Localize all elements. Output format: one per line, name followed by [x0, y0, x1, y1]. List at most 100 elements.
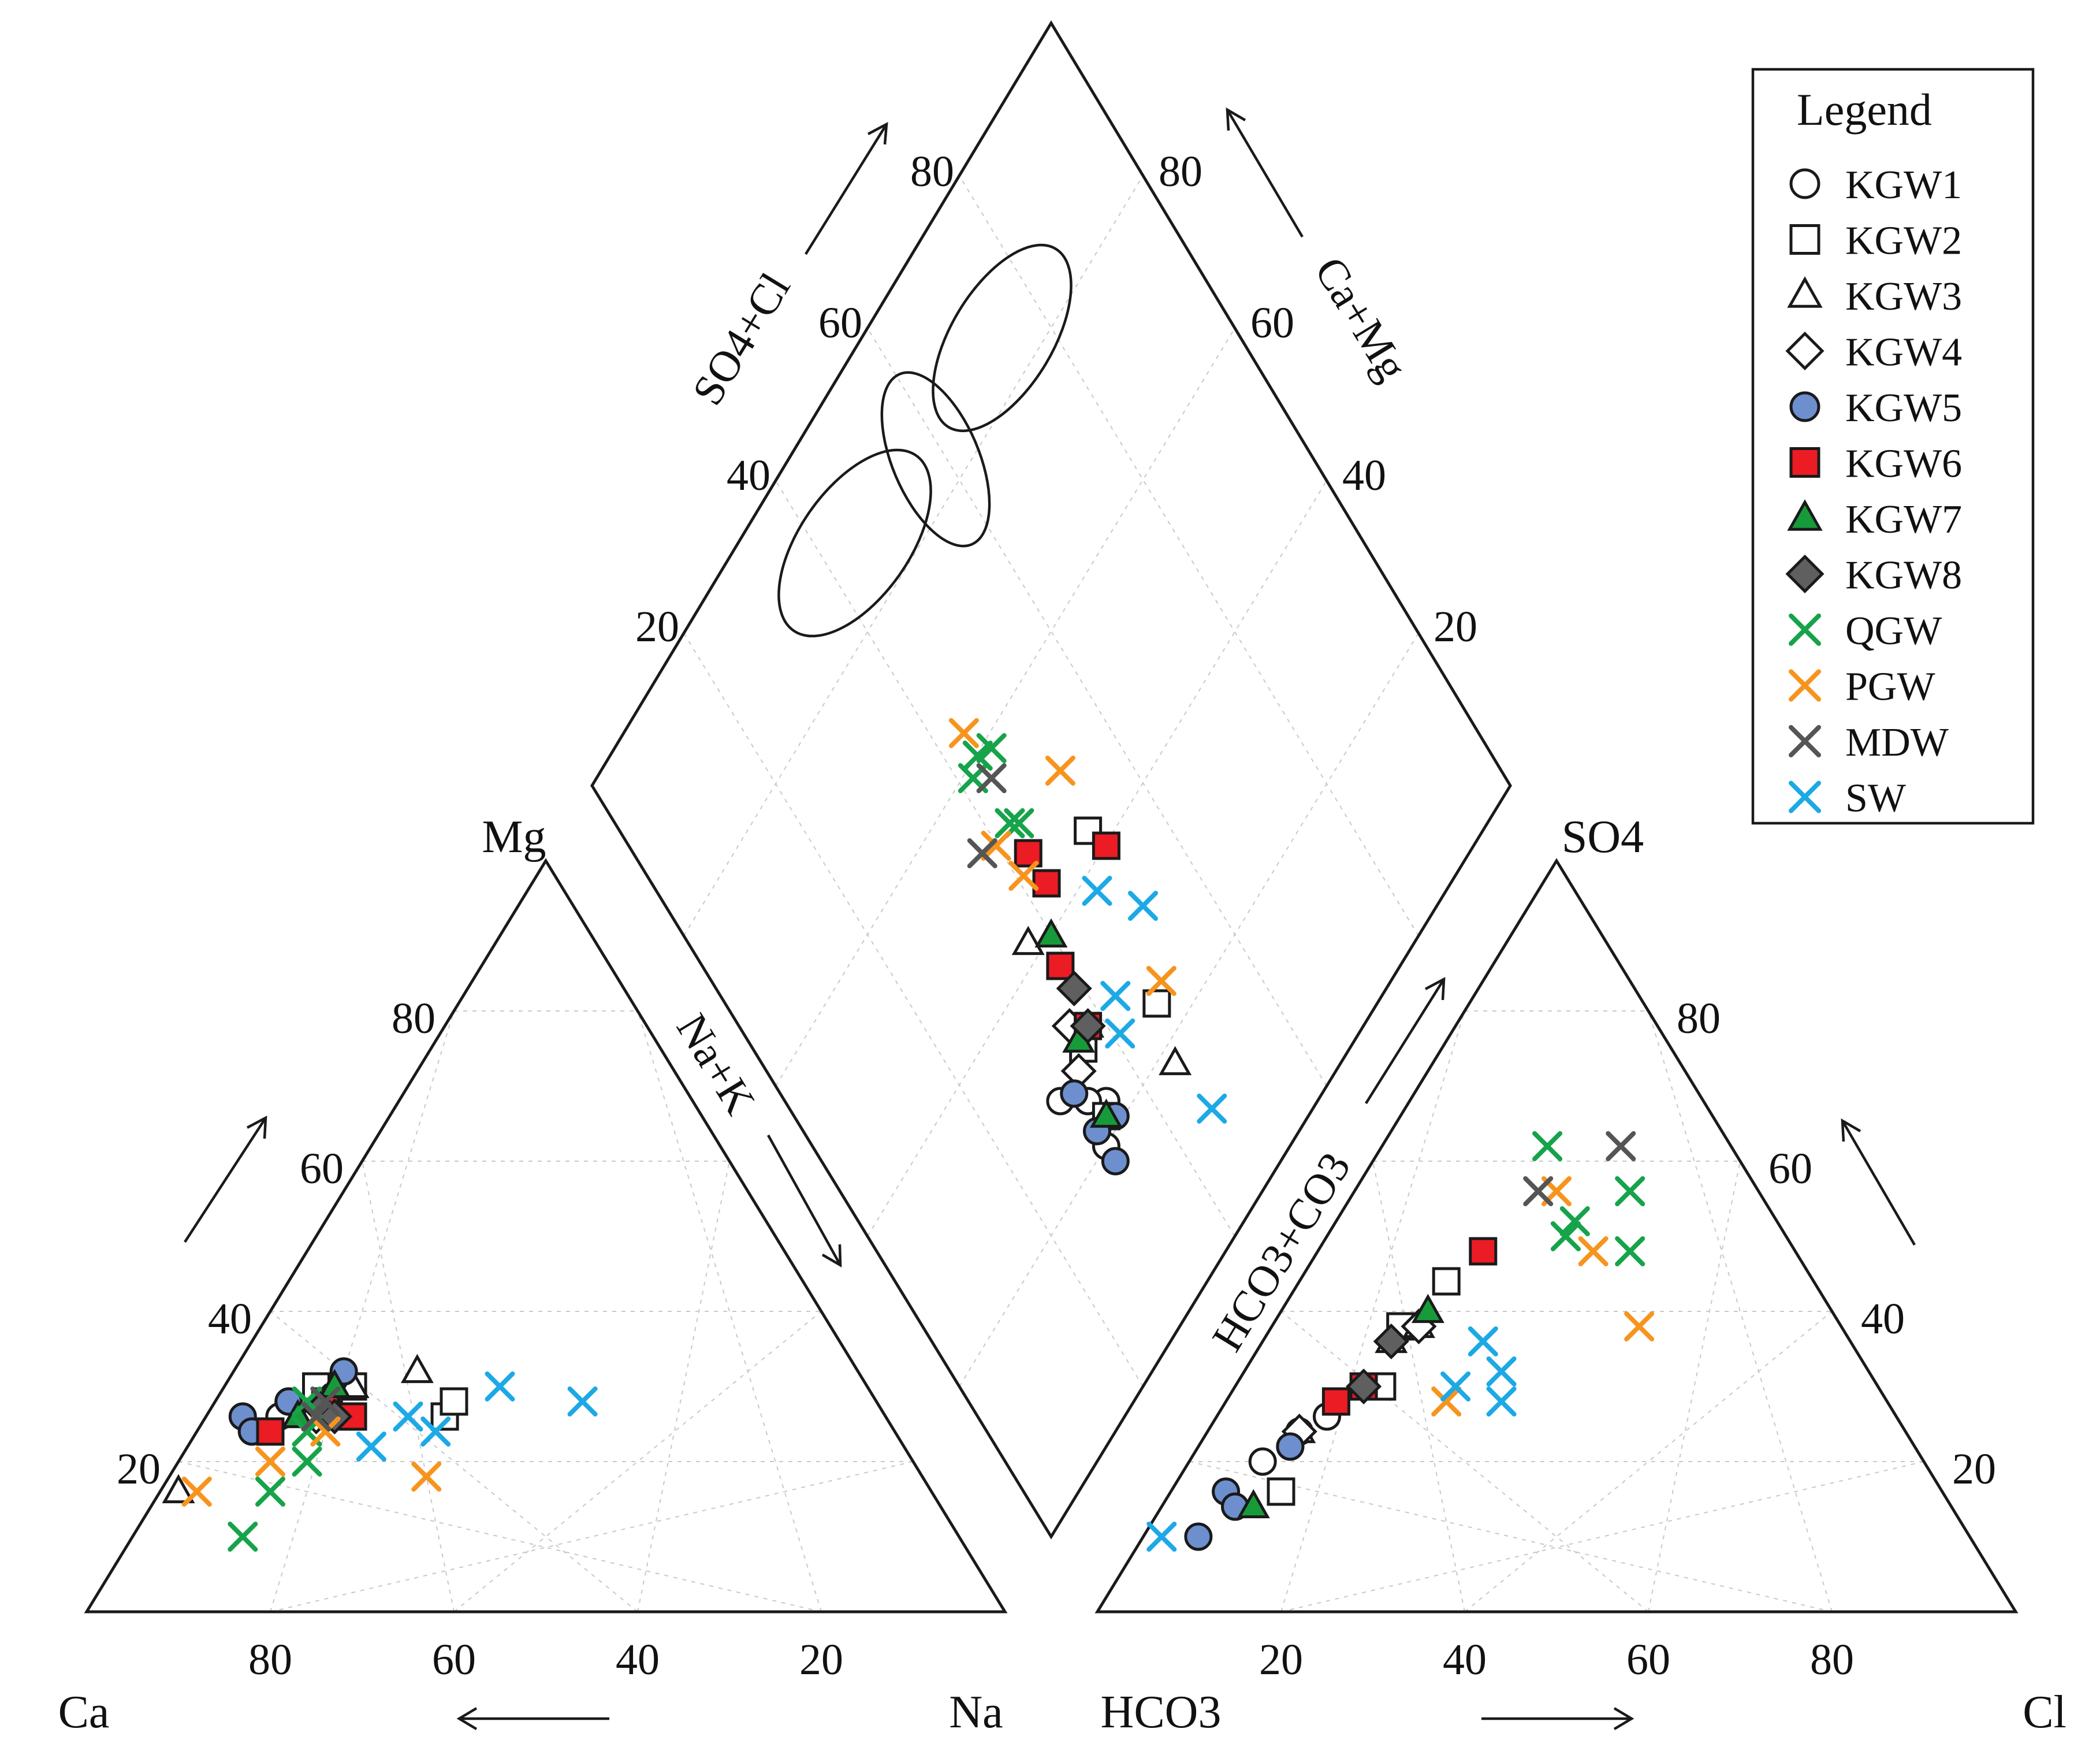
point-diamond-mdw	[976, 763, 1007, 793]
anion-base-tick-20: 20	[1259, 1635, 1303, 1684]
grid-lines	[178, 175, 1924, 1612]
point-diamond-pgw	[1008, 861, 1039, 891]
anion-triangle-outline	[1094, 858, 2019, 1614]
point-cation-sw	[485, 1371, 515, 1401]
diamond-left-tick-20: 20	[635, 603, 679, 651]
point-diamond-sw-stroke	[1100, 981, 1131, 1011]
anion-corner-cl: Cl	[2023, 1687, 2067, 1738]
legend-label-qgw: QGW	[1845, 609, 1942, 653]
anion-corner-so4: SO4	[1562, 812, 1644, 863]
diamond-left-tick-60: 60	[818, 299, 862, 347]
legend-marker-kgw5	[1789, 391, 1820, 422]
point-diamond-sw	[1128, 891, 1158, 921]
point-anion-sw	[1486, 1386, 1517, 1417]
point-diamond-pgw-stroke	[948, 718, 979, 748]
point-diamond-sw	[1105, 1018, 1135, 1049]
legend-marker-kgw3	[1787, 276, 1823, 308]
point-cation-pgw	[310, 1417, 341, 1447]
anion-right-tick-20: 20	[1952, 1445, 1996, 1493]
point-anion-pgw-stroke	[1624, 1311, 1655, 1341]
point-diamond-kgw3	[1011, 925, 1045, 956]
legend-label-pgw: PGW	[1845, 665, 1935, 709]
arrowhead-na-k	[821, 1244, 842, 1267]
grid-line	[362, 1161, 455, 1612]
diamond-title-so4-cl: SO4+Cl	[683, 265, 800, 413]
point-anion-sw-stroke	[1468, 1326, 1498, 1356]
point-cation-pgw	[181, 1477, 212, 1507]
point-anion-qgw	[1559, 1206, 1590, 1236]
point-anion-sw-stroke	[1440, 1371, 1471, 1401]
legend-marker-kgw7	[1787, 499, 1823, 531]
cation-corner-ca: Ca	[58, 1687, 110, 1738]
point-anion-sw	[1486, 1356, 1517, 1386]
legend-label-kgw3: KGW3	[1845, 274, 1962, 319]
point-cation-pgw	[411, 1462, 442, 1492]
point-diamond-kgw5	[1060, 1079, 1089, 1108]
grid-line	[775, 480, 1235, 1237]
point-anion-sw	[1440, 1371, 1471, 1401]
point-cation-qgw-stroke	[292, 1447, 322, 1477]
point-anion-kgw1	[1248, 1447, 1277, 1476]
point-diamond-kgw7	[1089, 1098, 1123, 1128]
point-cation-qgw	[292, 1447, 322, 1477]
point-cation-qgw-stroke	[255, 1477, 285, 1507]
point-diamond-sw-stroke	[1128, 891, 1158, 921]
point-diamond-pgw-stroke	[1146, 966, 1176, 996]
grid-line	[1464, 1311, 1833, 1612]
grid-line	[1648, 1010, 1833, 1612]
axis-arrows	[184, 107, 1916, 1730]
ellipse-middle	[880, 371, 991, 548]
anion-right-tick-60: 60	[1768, 1144, 1812, 1193]
arrow-mg	[184, 1117, 267, 1243]
legend-title: Legend	[1797, 84, 1932, 135]
legend-items: KGW1 KGW2 KGW3 KGW4 KGW5 KGW6 KGW7 KGW8 QGW PGW MD…	[1785, 163, 1962, 821]
cation-corner-na: Na	[949, 1687, 1003, 1738]
legend-marker-kgw6	[1789, 447, 1820, 478]
legend-label-kgw2: KGW2	[1845, 219, 1962, 263]
sample-points	[162, 718, 1655, 1552]
point-anion-qgw-stroke	[1615, 1176, 1645, 1206]
arrow-so4-cl	[805, 123, 888, 255]
point-cation-kgw2	[440, 1387, 468, 1416]
point-cation-sw-stroke	[393, 1401, 423, 1432]
arrow-na-k	[767, 1134, 842, 1266]
diamond-title-ca-mg: Ca+Mg	[1305, 249, 1417, 389]
point-anion-qgw-stroke	[1559, 1206, 1590, 1236]
arrowhead-so4	[1841, 1118, 1861, 1142]
arrowhead-mg	[246, 1116, 267, 1139]
cation-base-tick-40: 40	[616, 1635, 660, 1684]
grid-line	[1280, 1461, 1924, 1612]
anion-base-tick-60: 60	[1626, 1635, 1670, 1684]
point-cation-pgw	[255, 1447, 285, 1477]
grid-line	[959, 175, 1419, 936]
diamond-right-tick-40: 40	[1342, 451, 1386, 500]
grid-line	[1372, 1161, 1465, 1612]
point-anion-mdw	[1523, 1176, 1554, 1206]
point-anion-pgw	[1431, 1386, 1462, 1417]
point-diamond-pgw-stroke	[1045, 756, 1075, 786]
point-cation-qgw	[228, 1522, 258, 1552]
cation-left-tick-20: 20	[117, 1445, 161, 1493]
anion-right-tick-40: 40	[1861, 1295, 1905, 1343]
legend-marker-mdw	[1789, 725, 1821, 757]
point-cation-qgw	[255, 1477, 285, 1507]
point-anion-kgw2	[1432, 1267, 1461, 1296]
arrowhead-ca	[456, 1707, 478, 1730]
point-diamond-pgw-stroke	[1008, 861, 1039, 891]
diamond-right-tick-60: 60	[1250, 299, 1294, 347]
point-diamond-mdw	[967, 838, 997, 868]
arrowhead-cl	[1613, 1707, 1634, 1730]
point-anion-sw-stroke	[1486, 1386, 1517, 1417]
grid-line	[270, 1010, 455, 1612]
point-cation-sw	[567, 1386, 598, 1417]
legend-marker-pgw	[1789, 669, 1821, 702]
point-diamond-kgw7	[1034, 918, 1068, 948]
point-cation-sw-stroke	[485, 1371, 515, 1401]
point-anion-kgw6	[1321, 1387, 1350, 1416]
grid-line	[959, 633, 1419, 1387]
grid-line	[775, 328, 1235, 1087]
point-diamond-pgw	[948, 718, 979, 748]
point-anion-mdw-stroke	[1523, 1176, 1554, 1206]
point-anion-sw-stroke	[1146, 1522, 1177, 1552]
point-anion-sw	[1146, 1522, 1177, 1552]
